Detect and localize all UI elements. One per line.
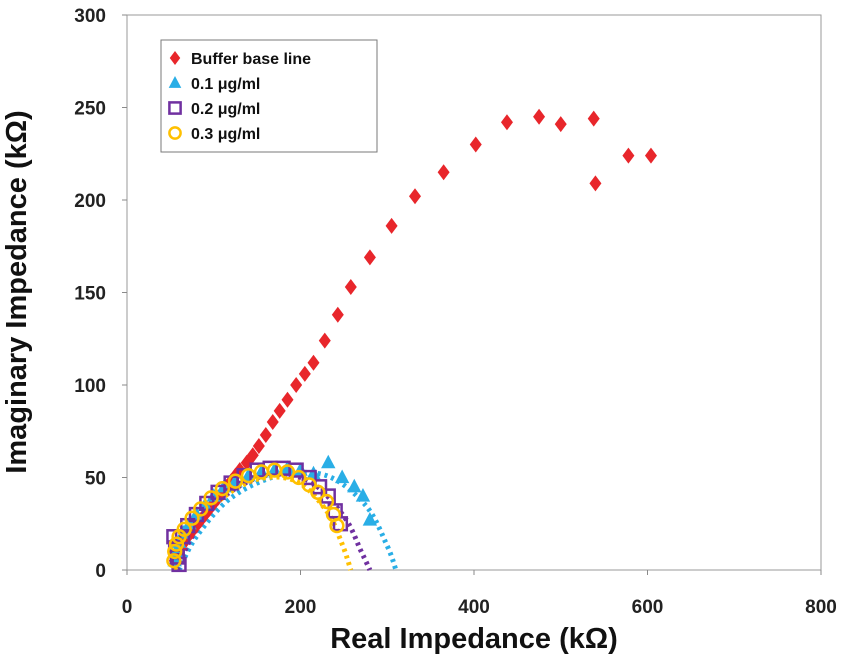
y-tick-label: 100 (74, 376, 106, 397)
x-tick-label: 200 (285, 597, 317, 618)
legend-marker (168, 126, 182, 140)
y-tick-label: 200 (74, 191, 106, 212)
data-point (176, 521, 192, 537)
data-point (362, 512, 378, 526)
x-tick-label: 800 (805, 597, 837, 618)
data-point (306, 465, 321, 480)
data-markers (166, 108, 657, 573)
data-point (291, 469, 307, 486)
x-axis-title: Real Impedance (kΩ) (330, 623, 618, 655)
data-point (344, 278, 357, 295)
data-point (554, 116, 567, 133)
x-tick-label: 400 (458, 597, 490, 618)
data-point (252, 438, 265, 455)
data-point (166, 529, 182, 545)
data-point (318, 332, 331, 349)
legend-label: Buffer base line (191, 51, 311, 68)
data-point (385, 217, 398, 234)
data-point (273, 402, 286, 419)
data-point (589, 175, 602, 192)
y-tick-label: 50 (85, 469, 106, 490)
data-point (310, 484, 326, 500)
data-point (184, 510, 200, 526)
data-point (267, 462, 282, 476)
legend-marker (168, 76, 182, 88)
data-point (259, 426, 272, 443)
data-point (533, 108, 546, 125)
axis-ticks: 0 200 400 600 800 0 50 100 150 200 250 300 (74, 6, 837, 618)
data-point (166, 553, 182, 569)
data-point (321, 454, 336, 469)
data-point (214, 480, 231, 497)
data-point (334, 469, 350, 484)
y-tick-label: 250 (74, 99, 106, 120)
data-point (193, 501, 209, 517)
data-point (290, 377, 303, 393)
data-point (437, 164, 450, 181)
y-tick-label: 300 (74, 6, 106, 27)
data-point (180, 517, 196, 534)
legend-marker (169, 51, 181, 65)
data-point (318, 493, 335, 510)
x-tick-label: 600 (632, 597, 664, 618)
data-point (266, 414, 279, 430)
data-point (203, 490, 219, 506)
y-tick-label: 0 (95, 561, 106, 582)
data-point (331, 306, 344, 323)
fit-curves (172, 469, 399, 572)
legend-box (160, 39, 378, 153)
data-point (298, 365, 311, 382)
data-point (168, 536, 185, 552)
legend-label: 0.3 μg/ml (191, 126, 260, 143)
data-point (329, 517, 345, 534)
data-point (167, 543, 183, 560)
legend-label: 0.1 μg/ml (191, 76, 260, 93)
data-point (280, 460, 295, 474)
data-point (241, 467, 256, 482)
y-tick-label: 150 (74, 284, 106, 305)
data-point (246, 447, 259, 464)
data-point (301, 469, 317, 486)
data-point (469, 136, 482, 153)
data-point (281, 391, 294, 408)
legend-marker (168, 101, 182, 115)
data-point (409, 188, 422, 205)
data-point (347, 478, 362, 493)
data-point (355, 488, 371, 502)
data-point (644, 147, 657, 164)
data-point (622, 147, 635, 164)
legend: Buffer base line 0.1 μg/ml 0.2 μg/ml 0.3 μg… (160, 39, 378, 153)
data-point (307, 354, 320, 371)
data-point (587, 110, 600, 127)
data-point (228, 473, 243, 487)
y-axis-title: Imaginary Impedance (kΩ) (1, 110, 33, 473)
data-point (500, 114, 513, 131)
data-point (227, 473, 244, 489)
data-point (301, 477, 317, 493)
data-point (363, 249, 376, 266)
legend-entries: Buffer base line 0.1 μg/ml 0.2 μg/ml 0.3 μg… (168, 51, 311, 143)
legend-label: 0.2 μg/ml (191, 101, 260, 118)
x-tick-label: 0 (122, 597, 133, 618)
